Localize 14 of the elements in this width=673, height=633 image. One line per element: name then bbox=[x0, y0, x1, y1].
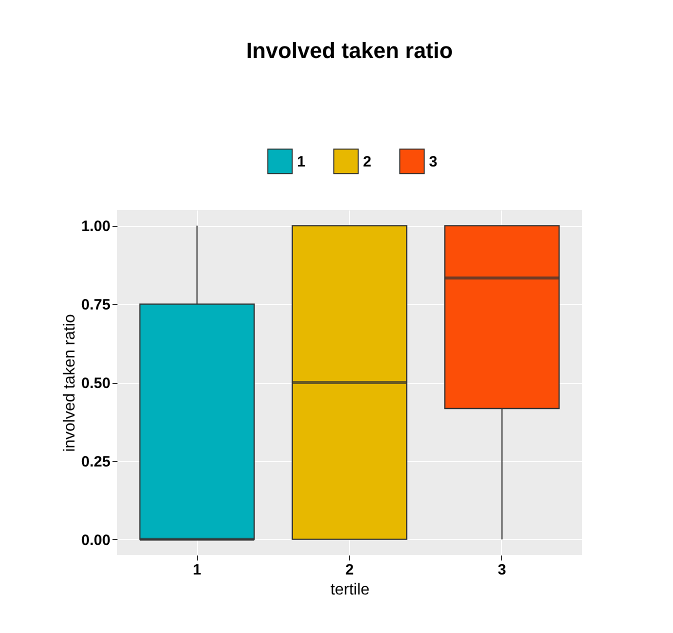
y-tick-label: 0.00 bbox=[81, 532, 110, 549]
y-tick-label: 0.25 bbox=[81, 453, 110, 470]
legend-label: 1 bbox=[297, 153, 306, 170]
legend-label: 3 bbox=[429, 153, 438, 170]
chart-title: Involved taken ratio bbox=[246, 38, 453, 63]
x-tick-label: 1 bbox=[192, 562, 202, 578]
x-axis-title: tertile bbox=[330, 582, 370, 598]
y-tick-label: 0.75 bbox=[81, 296, 110, 314]
y-axis-title: involved taken ratio bbox=[61, 314, 78, 452]
y-tick-label: 1.00 bbox=[81, 218, 110, 236]
legend-label: 2 bbox=[363, 153, 372, 170]
x-tick-label: 3 bbox=[498, 562, 506, 578]
y-tick-label: 0.50 bbox=[81, 375, 110, 392]
x-tick-label: 2 bbox=[345, 562, 354, 578]
